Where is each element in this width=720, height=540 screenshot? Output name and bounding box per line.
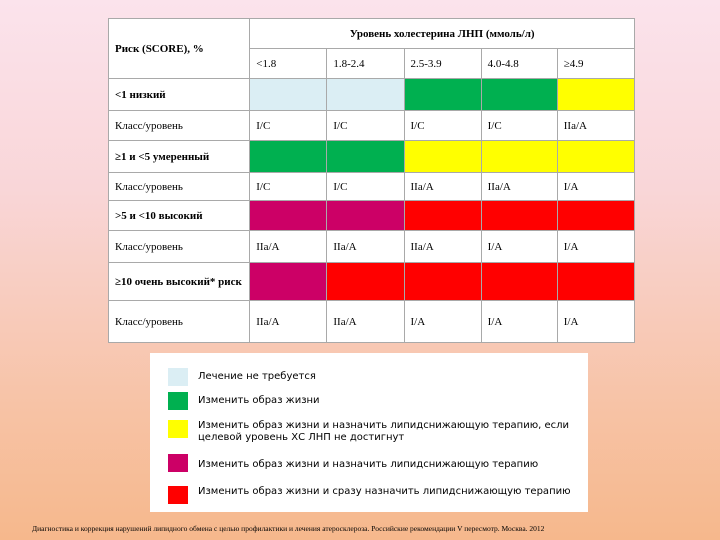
class-cell: I/A <box>403 300 482 343</box>
color-cell <box>556 262 636 301</box>
class-cell: I/A <box>556 230 636 263</box>
color-cell <box>480 140 558 173</box>
legend-swatch <box>168 392 188 410</box>
risk-header: Риск (SCORE), % <box>107 18 251 79</box>
legend-text: Изменить образ жизни и назначить липидсн… <box>198 459 539 470</box>
legend-swatch <box>168 368 188 386</box>
class-cell: IIa/A <box>480 172 558 201</box>
legend-text: Лечение не требуется <box>198 371 316 382</box>
color-cell <box>249 262 328 301</box>
color-cell <box>480 200 558 231</box>
color-cell <box>556 140 636 173</box>
class-cell: I/C <box>403 110 482 141</box>
ldl-level: 4.0-4.8 <box>480 48 558 79</box>
color-cell <box>480 78 558 111</box>
footer: Диагностика и коррекция нарушений липидн… <box>32 524 545 533</box>
color-cell <box>480 262 558 301</box>
class-label: Класс/уровень <box>107 172 251 201</box>
legend: Лечение не требуется Изменить образ жизн… <box>150 353 588 512</box>
legend-swatch <box>168 454 188 472</box>
class-cell: IIa/A <box>326 230 405 263</box>
class-cell: I/A <box>556 300 636 343</box>
color-cell <box>403 140 482 173</box>
class-label: Класс/уровень <box>107 300 251 343</box>
ldl-level: 1.8-2.4 <box>326 48 405 79</box>
color-cell <box>556 78 636 111</box>
class-cell: I/A <box>480 300 558 343</box>
legend-swatch <box>168 486 188 504</box>
legend-text: Изменить образ жизни и сразу назначить л… <box>198 486 571 497</box>
color-cell <box>249 78 328 111</box>
ldl-level: <1.8 <box>249 48 328 79</box>
class-cell: IIa/A <box>403 172 482 201</box>
color-cell <box>403 78 482 111</box>
class-label: Класс/уровень <box>107 110 251 141</box>
class-cell: IIa/A <box>556 110 636 141</box>
color-cell <box>403 200 482 231</box>
legend-text: Изменить образ жизни <box>198 395 320 406</box>
risk-label: ≥10 очень высокий* риск <box>107 262 251 301</box>
class-cell: I/A <box>556 172 636 201</box>
class-cell: I/C <box>480 110 558 141</box>
class-cell: IIa/A <box>249 300 328 343</box>
class-cell: I/C <box>249 110 328 141</box>
class-cell: IIa/A <box>249 230 328 263</box>
risk-label: >5 и <10 высокий <box>107 200 251 231</box>
class-cell: I/C <box>326 110 405 141</box>
color-cell <box>326 140 405 173</box>
color-cell <box>249 200 328 231</box>
class-label: Класс/уровень <box>107 230 251 263</box>
class-cell: I/C <box>326 172 405 201</box>
color-cell <box>249 140 328 173</box>
color-cell <box>326 200 405 231</box>
ldl-level: 2.5-3.9 <box>403 48 482 79</box>
color-cell <box>556 200 636 231</box>
color-cell <box>326 78 405 111</box>
risk-table: Риск (SCORE), % Уровень холестерина ЛНП … <box>107 18 636 343</box>
risk-label: <1 низкий <box>107 78 251 111</box>
class-cell: I/C <box>249 172 328 201</box>
class-cell: I/A <box>480 230 558 263</box>
risk-label: ≥1 и <5 умеренный <box>107 140 251 173</box>
legend-text: Изменить образ жизни и назначить липидсн… <box>198 420 570 443</box>
color-cell <box>403 262 482 301</box>
ldl-header: Уровень холестерина ЛНП (ммоль/л) <box>249 18 635 49</box>
legend-swatch <box>168 420 188 438</box>
ldl-level: ≥4.9 <box>556 48 636 79</box>
color-cell <box>326 262 405 301</box>
class-cell: IIa/A <box>403 230 482 263</box>
class-cell: IIa/A <box>326 300 405 343</box>
